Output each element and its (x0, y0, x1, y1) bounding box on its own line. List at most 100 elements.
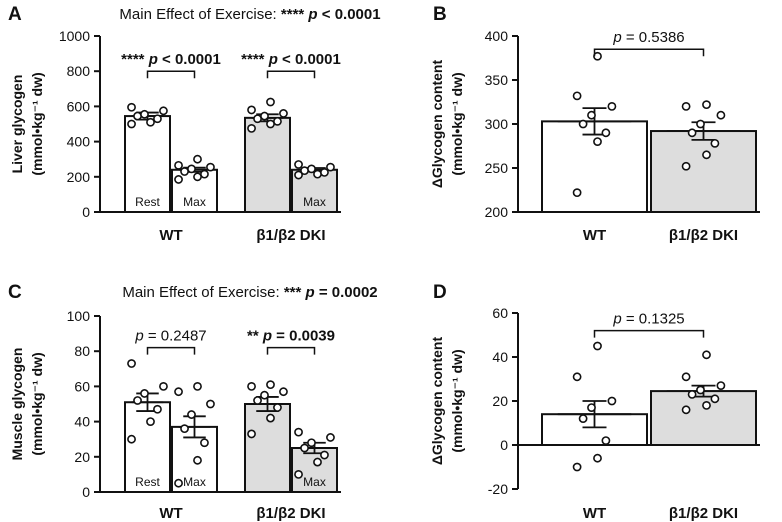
data-point (266, 380, 275, 390)
y-tick-label: 200 (67, 169, 91, 185)
title-stars: **** (281, 6, 309, 23)
y-tick-label: 350 (485, 72, 509, 88)
panel-B: B ΔGlycogen content (mmol•kg⁻¹ dw) 200 250 30… (429, 4, 760, 244)
data-point (153, 404, 162, 414)
bar (650, 130, 757, 213)
data-point (702, 150, 711, 160)
comparison-stars: **** (241, 51, 269, 68)
data-point (307, 164, 316, 174)
data-point (266, 119, 275, 129)
comparison-annotation: ** p = 0.0039 (247, 328, 335, 345)
data-point (206, 162, 215, 172)
data-point (320, 450, 329, 460)
comparison-annotation: p = 0.2487 (134, 328, 206, 345)
y-tick-label: 1000 (59, 28, 90, 44)
y-axis-units: (mmol•kg⁻¹ dw) (449, 349, 465, 452)
data-point (174, 160, 183, 170)
data-point (294, 170, 303, 180)
y-axis-label: Liver glycogen (9, 75, 25, 174)
data-point (593, 137, 602, 146)
y-tick-label: 40 (74, 414, 90, 430)
data-point (127, 119, 136, 129)
y-tick-label: 250 (485, 160, 509, 176)
data-point (159, 106, 168, 116)
comparison-p-value: = 0.5386 (622, 29, 685, 46)
category-label: WT (583, 505, 606, 522)
bar-label: Rest (135, 475, 160, 489)
data-point (140, 389, 149, 398)
data-point (253, 396, 262, 405)
y-tick-label: 20 (74, 449, 90, 465)
data-point (593, 341, 602, 351)
y-axis-label: ΔGlycogen content (429, 60, 445, 189)
bar (650, 390, 757, 447)
panel-C: C Main Effect of Exercise: *** p = 0.0002… (8, 282, 378, 522)
comparison-p-letter: p (134, 328, 143, 345)
data-point (247, 123, 256, 133)
data-point (607, 396, 617, 406)
data-point (273, 403, 282, 412)
data-point (593, 51, 602, 61)
data-point (193, 172, 202, 182)
y-tick-label: 20 (492, 393, 508, 409)
group-label: β1/β2 DKI (256, 505, 325, 522)
data-point (193, 154, 202, 164)
y-axis-units: (mmol•kg⁻¹ dw) (449, 72, 465, 175)
bar (244, 116, 291, 213)
y-axis-units: (mmol•kg⁻¹ dw) (29, 72, 45, 175)
data-point (313, 457, 322, 467)
y-axis-label: Muscle glycogen (9, 348, 25, 461)
data-point (307, 438, 316, 448)
data-point (174, 478, 183, 488)
y-tick-label: -20 (488, 481, 508, 497)
data-point (294, 427, 303, 437)
comparison-p-letter: p (148, 51, 158, 68)
comparison-p-letter: p (612, 311, 621, 328)
y-tick-label: 0 (500, 437, 508, 453)
data-point (572, 188, 582, 198)
comparison-p-value: = 0.2487 (144, 328, 207, 345)
data-point (153, 114, 162, 124)
data-point (200, 438, 209, 448)
data-point (266, 97, 275, 107)
data-point (127, 359, 136, 368)
data-point (681, 161, 691, 171)
y-tick-label: 80 (74, 343, 90, 359)
data-point (133, 111, 142, 121)
data-point (601, 128, 611, 138)
comparison-annotation: p = 0.1325 (612, 311, 684, 328)
data-point (127, 434, 136, 444)
data-point (247, 429, 256, 439)
comparison-annotation: **** p < 0.0001 (241, 51, 341, 68)
y-tick-label: 800 (67, 63, 91, 79)
y-tick-label: 0 (82, 204, 90, 220)
data-point (710, 394, 720, 404)
data-point (300, 166, 309, 176)
title-p-value: = 0.0002 (315, 284, 378, 301)
comparison-p-value: = 0.1325 (622, 311, 685, 328)
y-tick-label: 40 (492, 349, 508, 365)
y-tick-label: 400 (67, 134, 91, 150)
data-point (696, 385, 705, 395)
data-point (247, 381, 256, 391)
data-point (326, 162, 335, 172)
data-point (146, 117, 155, 127)
data-point (174, 175, 183, 184)
data-point (294, 160, 303, 169)
data-point (607, 102, 617, 111)
data-point (193, 381, 202, 391)
category-label: WT (583, 227, 606, 244)
title-p-letter: p (307, 6, 317, 23)
comparison-p-letter: p (262, 328, 272, 345)
panel-D: D ΔGlycogen content (mmol•kg⁻¹ dw) -20 0 20 40… (429, 282, 760, 522)
bar-label: Max (183, 195, 206, 209)
data-point (716, 110, 726, 120)
bar (541, 120, 648, 213)
data-point (133, 396, 142, 405)
data-point (572, 91, 582, 101)
data-point (159, 381, 168, 391)
y-tick-label: 60 (492, 305, 508, 321)
comparison-stars: **** (121, 51, 149, 68)
category-label: β1/β2 DKI (669, 227, 738, 244)
